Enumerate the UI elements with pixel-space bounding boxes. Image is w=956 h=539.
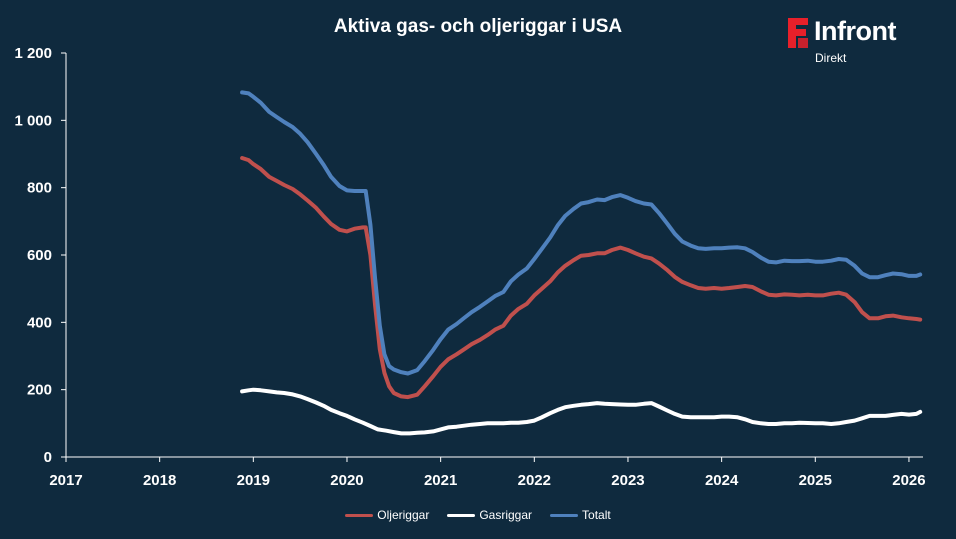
x-tick-label: 2018 bbox=[143, 472, 176, 489]
series-lines bbox=[240, 90, 923, 436]
legend-item: Oljeriggar bbox=[345, 508, 429, 522]
legend-swatch bbox=[550, 513, 579, 517]
legend-swatch bbox=[447, 513, 476, 517]
y-tick-label: 1 200 bbox=[14, 45, 52, 62]
legend-item: Totalt bbox=[550, 508, 611, 522]
legend: Oljeriggar Gasriggar Totalt bbox=[0, 508, 956, 522]
x-tick-label: 2023 bbox=[611, 472, 644, 489]
tick-labels: 0 200 400 600 800 1 000 1 200 2017 2018 2019 2020 2… bbox=[14, 45, 925, 489]
x-tick-label: 2026 bbox=[892, 472, 925, 489]
y-tick-label: 1 000 bbox=[14, 112, 52, 129]
y-tick-label: 600 bbox=[27, 247, 52, 264]
legend-item: Gasriggar bbox=[447, 508, 532, 522]
brand-name: Infront bbox=[814, 16, 896, 46]
x-tick-label: 2020 bbox=[330, 472, 363, 489]
axes bbox=[61, 52, 923, 462]
series-line-gasriggar bbox=[240, 387, 923, 436]
y-tick-label: 800 bbox=[27, 180, 52, 197]
legend-label: Gasriggar bbox=[479, 508, 533, 522]
y-tick-label: 200 bbox=[27, 382, 52, 399]
legend-swatch bbox=[345, 513, 374, 517]
x-tick-label: 2024 bbox=[705, 472, 739, 489]
x-tick-label: 2021 bbox=[424, 472, 457, 489]
legend-label: Oljeriggar bbox=[377, 508, 430, 522]
chart-title: Aktiva gas- och oljeriggar i USA bbox=[333, 16, 623, 37]
legend-label: Totalt bbox=[582, 508, 611, 522]
x-tick-label: 2017 bbox=[49, 472, 82, 489]
x-tick-label: 2025 bbox=[799, 472, 832, 489]
y-tick-label: 400 bbox=[27, 314, 52, 331]
brand-logo: Infront Direkt bbox=[786, 14, 936, 66]
infront-mark-icon bbox=[788, 18, 808, 48]
x-tick-label: 2019 bbox=[237, 472, 270, 489]
y-tick-label: 0 bbox=[44, 449, 52, 466]
series-line-totalt bbox=[240, 90, 923, 376]
brand-subtitle: Direkt bbox=[815, 51, 847, 65]
x-tick-label: 2022 bbox=[518, 472, 551, 489]
series-line-oljeriggar bbox=[240, 156, 923, 400]
